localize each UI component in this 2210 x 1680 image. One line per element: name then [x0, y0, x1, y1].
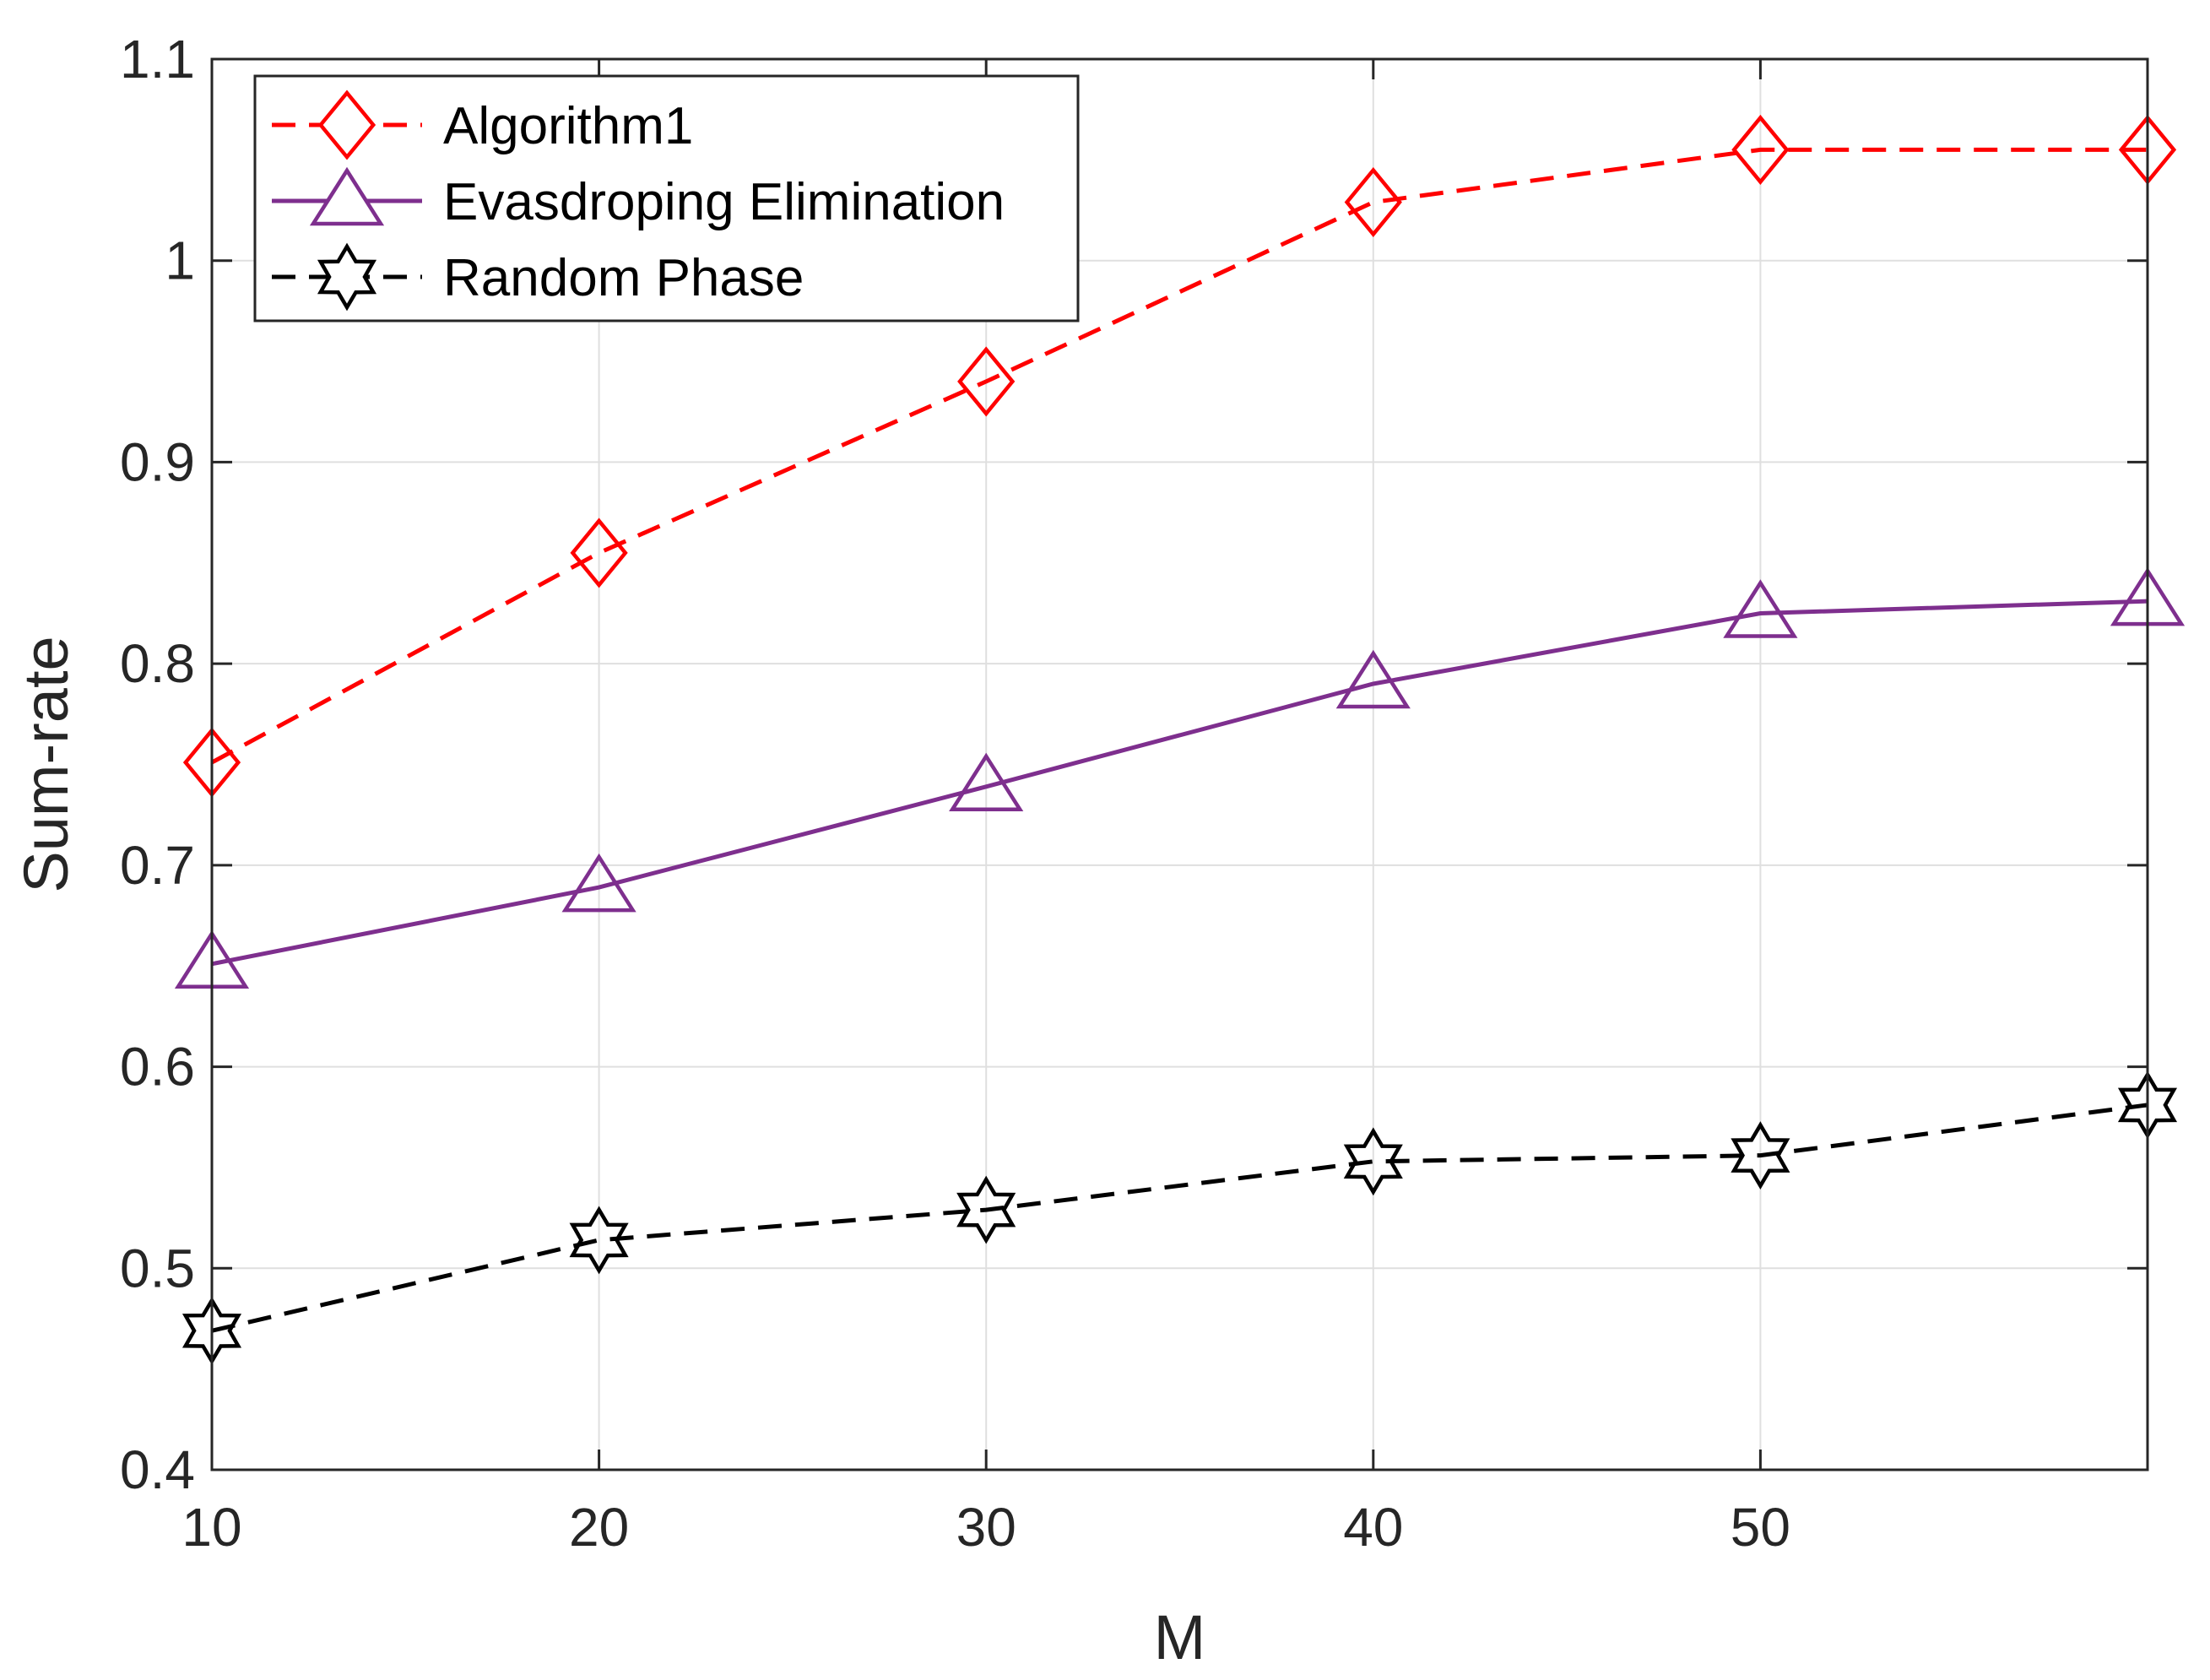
data-point-evasdroping-elimination	[1335, 649, 1411, 709]
data-point-algorithm1	[1731, 114, 1790, 185]
legend-marker-evasdroping-elimination	[309, 166, 385, 226]
legend: Algorithm1 Evasdroping Elimination Random …	[253, 74, 1080, 322]
y-tick-label: 0.7	[120, 835, 195, 896]
y-tick-label: 1.1	[120, 29, 195, 89]
legend-label-algorithm1: Algorithm1	[443, 97, 693, 155]
data-point-evasdroping-elimination	[561, 853, 636, 913]
series-line-random-phase	[211, 1103, 2148, 1333]
data-point-evasdroping-elimination	[1723, 579, 1798, 638]
x-tick-label: 30	[956, 1497, 1016, 1558]
x-axis-label: M	[1154, 1602, 1206, 1672]
legend-marker-algorithm1	[317, 89, 376, 160]
y-tick-label: 0.4	[120, 1439, 195, 1500]
data-point-algorithm1	[1344, 166, 1402, 238]
legend-box	[253, 74, 1080, 322]
data-point-algorithm1	[570, 518, 628, 588]
data-point-random-phase	[1731, 1121, 1790, 1190]
data-point-random-phase	[1343, 1127, 1403, 1196]
legend-label-evasdroping-elimination: Evasdroping Elimination	[443, 173, 1005, 231]
data-point-random-phase	[569, 1206, 629, 1275]
x-tick-label: 50	[1731, 1497, 1790, 1558]
data-point-algorithm1	[957, 346, 1016, 417]
data-point-evasdroping-elimination	[949, 752, 1024, 812]
x-tick-label: 10	[181, 1497, 241, 1558]
data-point-random-phase	[956, 1175, 1016, 1244]
tick-labels: 10 20 30 40 50 0.4 0.5 0.6 0.7 0.8 0.9 1 1.1	[120, 29, 1790, 1558]
axis-ticks	[210, 57, 2148, 1471]
y-tick-label: 0.8	[120, 633, 195, 694]
series-lines	[210, 147, 2148, 1333]
y-tick-label: 0.5	[120, 1238, 195, 1298]
y-tick-label: 1	[165, 230, 195, 291]
legend-marker-random-phase	[317, 242, 377, 312]
x-tick-label: 40	[1343, 1497, 1403, 1558]
plot-area-border	[210, 57, 2149, 1471]
x-tick-label: 20	[569, 1497, 629, 1558]
y-tick-label: 0.6	[120, 1037, 195, 1097]
legend-label-random-phase: Random Phase	[443, 249, 804, 307]
series-line-evasdroping-elimination	[211, 599, 2148, 967]
y-tick-label: 0.9	[120, 431, 195, 492]
y-axis-label: Sum-rate	[11, 636, 81, 892]
